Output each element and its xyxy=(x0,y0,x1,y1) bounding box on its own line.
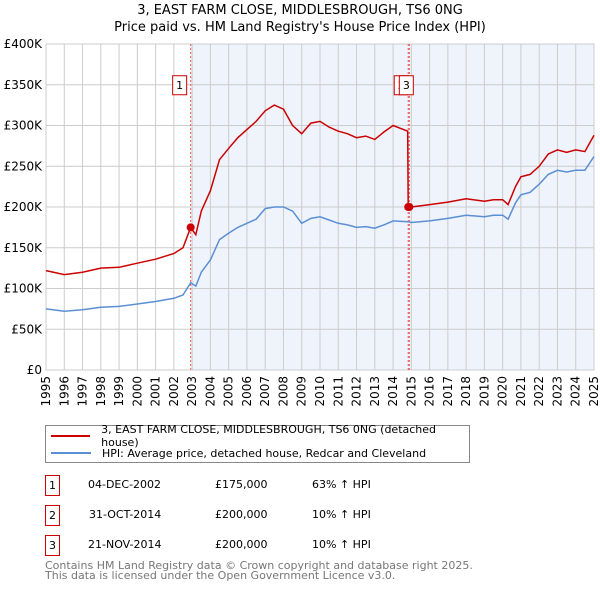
transaction-marker: 3 xyxy=(45,535,60,556)
legend-label: HPI: Average price, detached house, Redc… xyxy=(102,446,427,460)
x-tick-label: 2006 xyxy=(240,376,254,407)
transaction-marker: 2 xyxy=(45,505,60,526)
x-tick-label: 2000 xyxy=(130,376,144,407)
sale-label: 1 xyxy=(176,79,183,92)
transaction-price: £175,000 xyxy=(215,478,268,491)
x-tick-label: 2025 xyxy=(587,376,600,407)
transaction-hpi: 63% ↑ HPI xyxy=(312,478,371,491)
x-tick-label: 1995 xyxy=(39,376,53,407)
x-tick-label: 2004 xyxy=(203,376,217,407)
legend-label: 3, EAST FARM CLOSE, MIDDLESBROUGH, TS6 0… xyxy=(101,423,437,449)
x-tick-label: 2010 xyxy=(313,376,327,407)
y-tick-label: £400K xyxy=(4,37,44,51)
x-tick-label: 2022 xyxy=(532,376,546,407)
footer: Contains HM Land Registry data © Crown c… xyxy=(45,559,473,582)
transaction-date: 21-NOV-2014 xyxy=(88,538,162,551)
x-tick-label: 2005 xyxy=(222,376,236,407)
transaction-date: 04-DEC-2002 xyxy=(88,478,162,491)
transaction-price: £200,000 xyxy=(215,508,268,521)
chart-subtitle: Price paid vs. HM Land Registry's House … xyxy=(114,20,486,35)
y-tick-label: £50K xyxy=(11,322,43,336)
chart-title: 3, EAST FARM CLOSE, MIDDLESBROUGH, TS6 0… xyxy=(137,3,463,18)
transaction-marker: 1 xyxy=(45,475,60,496)
transaction-date: 31-OCT-2014 xyxy=(89,508,162,521)
x-tick-label: 2007 xyxy=(258,376,272,407)
legend: 3, EAST FARM CLOSE, MIDDLESBROUGH, TS6 0… xyxy=(45,423,470,463)
x-tick-label: 2016 xyxy=(423,376,437,407)
x-tick-label: 1999 xyxy=(112,376,126,407)
sale-label: 3 xyxy=(403,79,410,92)
property-price-line xyxy=(45,104,595,276)
transaction-hpi: 10% ↑ HPI xyxy=(312,508,371,521)
legend-item-hpi: HPI: Average price, detached house, Redc… xyxy=(46,445,426,461)
legend-swatch-blue xyxy=(51,452,91,454)
x-tick-label: 2002 xyxy=(167,376,181,407)
x-tick-label: 2012 xyxy=(350,376,364,407)
x-tick-label: 2001 xyxy=(149,376,163,407)
legend-item-property: 3, EAST FARM CLOSE, MIDDLESBROUGH, TS6 0… xyxy=(46,423,469,449)
x-tick-label: 2023 xyxy=(550,376,564,407)
x-tick-label: 1998 xyxy=(94,376,108,407)
y-tick-label: £100K xyxy=(4,282,44,296)
x-tick-label: 1996 xyxy=(57,376,71,407)
footer-copyright: Contains HM Land Registry data © Crown c… xyxy=(45,559,473,572)
y-tick-label: £200K xyxy=(4,200,44,214)
x-tick-label: 2024 xyxy=(569,376,583,407)
sale-point xyxy=(405,203,414,211)
x-tick-label: 1997 xyxy=(76,376,90,407)
y-tick-label: £150K xyxy=(4,241,44,255)
x-tick-label: 2017 xyxy=(441,376,455,407)
x-tick-label: 2021 xyxy=(514,376,528,407)
x-tick-label: 2011 xyxy=(331,376,345,407)
x-tick-label: 2014 xyxy=(386,376,400,407)
x-tick-label: 2019 xyxy=(477,376,491,407)
sale-label-box xyxy=(398,75,414,96)
transaction-hpi: 10% ↑ HPI xyxy=(312,538,371,551)
y-tick-label: £250K xyxy=(4,159,44,173)
plot-frame xyxy=(45,43,595,371)
x-tick-label: 2003 xyxy=(185,376,199,407)
x-tick-label: 2018 xyxy=(459,376,473,407)
x-tick-label: 2008 xyxy=(276,376,290,407)
x-tick-label: 2013 xyxy=(368,376,382,407)
y-tick-label: £300K xyxy=(4,119,44,133)
footer-licence: This data is licensed under the Open Gov… xyxy=(45,569,396,582)
x-tick-label: 2015 xyxy=(404,376,418,407)
y-tick-label: £350K xyxy=(4,78,44,92)
hpi-line xyxy=(45,156,595,313)
legend-swatch-red xyxy=(51,435,91,437)
y-tick-label: £0 xyxy=(27,363,42,377)
sale-label-box xyxy=(172,75,188,96)
price-chart: £0 £50K £100K £150K £200K £250K £300K £350K £400… xyxy=(4,37,600,407)
x-tick-label: 2020 xyxy=(496,376,510,407)
x-tick-label: 2009 xyxy=(295,376,309,407)
transaction-price: £200,000 xyxy=(215,538,268,551)
sale-point xyxy=(186,223,195,232)
